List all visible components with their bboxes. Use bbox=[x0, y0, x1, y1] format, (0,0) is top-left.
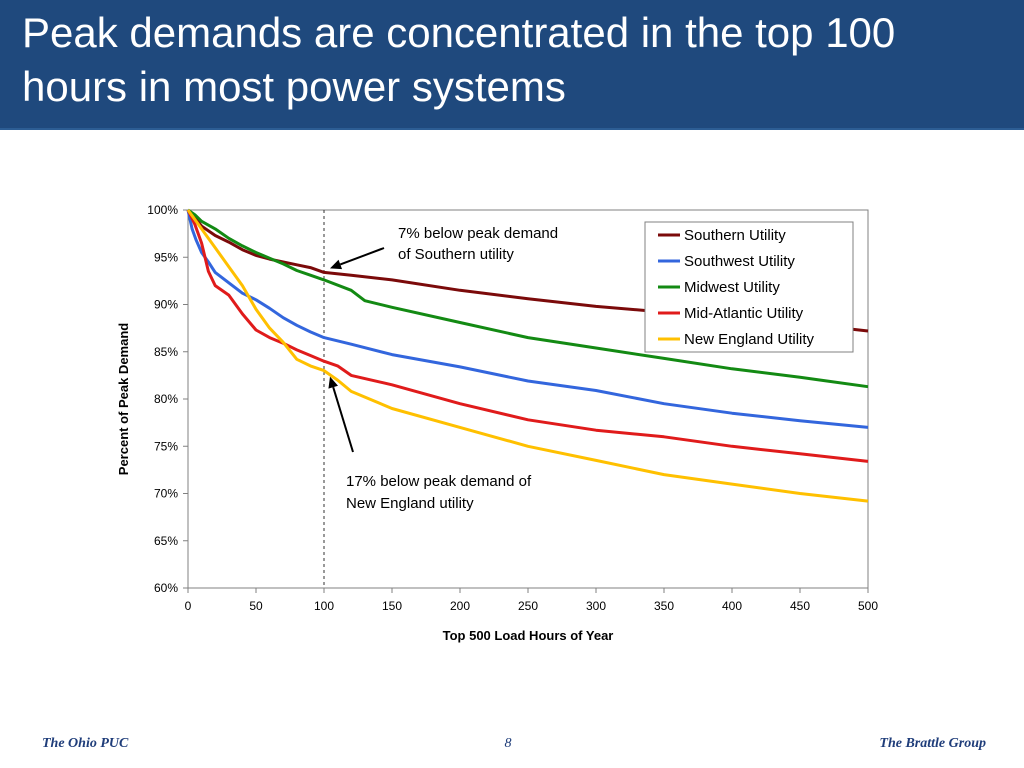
x-tick-label: 250 bbox=[518, 599, 538, 613]
footer-right: The Brattle Group bbox=[879, 736, 986, 751]
annotation-newengland-box bbox=[342, 468, 582, 514]
x-axis-label: Top 500 Load Hours of Year bbox=[443, 628, 614, 643]
y-tick-label: 85% bbox=[154, 345, 178, 359]
y-tick-label: 60% bbox=[154, 581, 178, 595]
series-line-new-england-utility bbox=[186, 209, 869, 503]
x-tick-label: 100 bbox=[314, 599, 334, 613]
y-axis-ticks: 60% 65% 70% 75% 80% 85% 90% 95% 100% bbox=[147, 203, 188, 595]
x-tick-label: 350 bbox=[654, 599, 674, 613]
annotation-southern: 7% below peak demand of Southern utility bbox=[330, 220, 602, 270]
annotation-southern-arrow bbox=[339, 247, 385, 266]
y-axis-label: Percent of Peak Demand bbox=[116, 323, 131, 476]
annotation-newengland-arrowhead bbox=[328, 376, 338, 389]
annotation-southern-arrowhead bbox=[330, 259, 343, 270]
y-tick-label: 65% bbox=[154, 534, 178, 548]
annotation-newengland-line-2: New England utility bbox=[346, 495, 474, 512]
legend-label-southern-utility: Southern Utility bbox=[684, 227, 786, 244]
y-tick-label: 100% bbox=[147, 203, 178, 217]
legend: Southern Utility Southwest Utility Midwest… bbox=[644, 221, 854, 353]
legend-label-southwest-utility: Southwest Utility bbox=[684, 253, 795, 270]
y-tick-label: 80% bbox=[154, 392, 178, 406]
x-tick-label: 400 bbox=[722, 599, 742, 613]
y-tick-label: 90% bbox=[154, 298, 178, 312]
annotation-newengland: 17% below peak demand of New England uti… bbox=[328, 376, 582, 514]
x-axis-ticks: 0 50 100 150 200 250 300 350 400 450 500 bbox=[185, 588, 878, 613]
footer-left: The Ohio PUC bbox=[42, 736, 129, 751]
x-tick-label: 0 bbox=[185, 599, 192, 613]
annotation-newengland-arrow bbox=[332, 386, 354, 453]
legend-label-new-england-utility: New England Utility bbox=[684, 331, 815, 348]
x-tick-label: 200 bbox=[450, 599, 470, 613]
x-tick-label: 500 bbox=[858, 599, 878, 613]
y-tick-label: 95% bbox=[154, 250, 178, 264]
y-tick-label: 75% bbox=[154, 439, 178, 453]
slide-title: Peak demands are concentrated in the top… bbox=[22, 9, 896, 110]
legend-label-mid-atlantic-utility: Mid-Atlantic Utility bbox=[684, 305, 804, 322]
x-tick-label: 450 bbox=[790, 599, 810, 613]
x-tick-label: 50 bbox=[249, 599, 263, 613]
series-lines bbox=[186, 208, 869, 503]
series-line-mid-atlantic-utility bbox=[186, 209, 869, 463]
annotation-southern-line-2: of Southern utility bbox=[398, 246, 514, 263]
title-bar: Peak demands are concentrated in the top… bbox=[0, 0, 1024, 130]
x-tick-label: 300 bbox=[586, 599, 606, 613]
series-line-southern-utility bbox=[186, 208, 869, 333]
x-tick-label: 150 bbox=[382, 599, 402, 613]
legend-label-midwest-utility: Midwest Utility bbox=[684, 279, 780, 296]
annotation-newengland-line-1: 17% below peak demand of bbox=[346, 473, 532, 490]
legend-items: Southern Utility Southwest Utility Midwest… bbox=[658, 227, 815, 348]
annotation-southern-box bbox=[394, 220, 602, 266]
annotation-southern-line-1: 7% below peak demand bbox=[398, 225, 558, 242]
page-number: 8 bbox=[504, 736, 512, 751]
series-line-midwest-utility bbox=[187, 208, 869, 389]
y-tick-label: 70% bbox=[154, 487, 178, 501]
